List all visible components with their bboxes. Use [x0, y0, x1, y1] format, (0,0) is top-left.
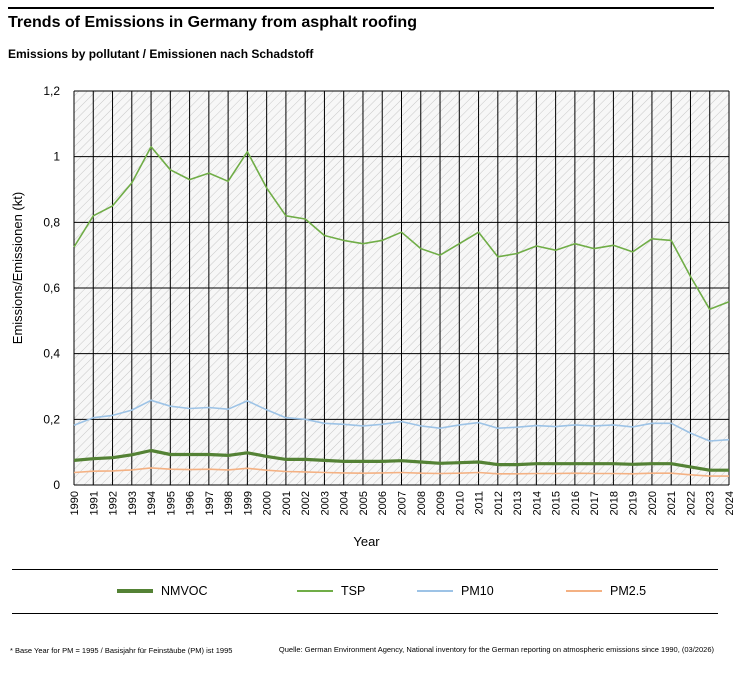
chart-title: Trends of Emissions in Germany from asph…	[8, 14, 417, 31]
x-tick-label: 2011	[474, 491, 486, 515]
x-tick-label: 2010	[454, 491, 466, 515]
x-tick-label: 2019	[628, 491, 640, 515]
x-tick-label: 2008	[416, 491, 428, 515]
series-line-tsp	[73, 146, 730, 311]
x-tick-label: 1996	[185, 491, 197, 515]
x-tick-label: 2017	[589, 491, 601, 515]
x-tick-label: 1990	[69, 491, 81, 515]
y-tick-label: 0,2	[43, 412, 60, 426]
legend-item-pm25: PM2.5	[566, 584, 646, 598]
base-year-note: * Base Year for PM = 1995 / Basisjahr fü…	[10, 646, 233, 655]
y-tick-label: 0,8	[43, 215, 60, 229]
x-tick-label: 2009	[435, 491, 447, 515]
x-tick-label: 2002	[300, 491, 312, 515]
y-tick-label: 0,6	[43, 281, 60, 295]
x-tick-label: 1998	[223, 491, 235, 515]
x-tick-label: 2000	[262, 491, 274, 515]
x-tick-label: 2021	[666, 491, 678, 515]
x-tick-label: 2007	[397, 491, 409, 515]
x-tick-label: 2004	[339, 491, 351, 515]
series-line-nmvoc	[73, 448, 729, 472]
legend-top-rule	[12, 569, 718, 570]
y-axis-title: Emissions/Emissionen (kt)	[10, 192, 25, 344]
x-tick-label: 2001	[281, 491, 293, 515]
y-tick-label: 0,4	[43, 347, 60, 361]
legend-label: TSP	[341, 584, 366, 598]
x-tick-label: 2016	[570, 491, 582, 515]
legend-item-tsp: TSP	[297, 584, 365, 598]
x-tick-label: 1995	[165, 491, 177, 515]
legend-item-pm10: PM10	[417, 584, 494, 598]
y-tick-label: 0	[53, 478, 60, 492]
x-tick-label: 2012	[493, 491, 505, 515]
series-line-pm10	[73, 399, 730, 442]
legend-label: NMVOC	[161, 584, 208, 598]
series-line-pm25	[73, 467, 729, 477]
x-tick-label: 2006	[377, 491, 389, 515]
x-tick-label: 1997	[204, 491, 216, 515]
x-tick-label: 1992	[108, 491, 120, 515]
x-axis-title: Year	[353, 534, 380, 549]
x-tick-label: 2013	[512, 491, 524, 515]
legend-swatch	[297, 590, 333, 592]
legend-swatch	[417, 590, 453, 592]
legend-swatch	[566, 590, 602, 592]
legend-label: PM10	[461, 584, 494, 598]
x-tick-label: 2015	[551, 491, 563, 515]
source-note: Quelle: German Environment Agency, Natio…	[278, 645, 714, 654]
x-tick-label: 1999	[242, 491, 254, 515]
x-tick-label: 1991	[88, 491, 100, 515]
x-tick-label: 2024	[724, 491, 736, 515]
x-tick-label: 2018	[608, 491, 620, 515]
legend-swatch	[117, 589, 153, 593]
top-rule	[8, 7, 714, 9]
x-tick-label: 2022	[685, 491, 697, 515]
x-tick-label: 2020	[647, 491, 659, 515]
x-tick-label: 2023	[705, 491, 717, 515]
legend-bottom-rule	[12, 613, 718, 614]
x-tick-label: 2014	[531, 491, 543, 515]
x-tick-label: 1993	[127, 491, 139, 515]
x-tick-label: 2005	[358, 491, 370, 515]
y-tick-label: 1,2	[43, 84, 60, 98]
y-tick-label: 1	[53, 150, 60, 164]
legend-item-nmvoc: NMVOC	[117, 584, 208, 598]
x-tick-label: 2003	[319, 491, 331, 515]
x-tick-label: 1994	[146, 491, 158, 515]
chart-subtitle: Emissions by pollutant / Emissionen nach…	[8, 47, 314, 61]
legend-label: PM2.5	[610, 584, 647, 598]
